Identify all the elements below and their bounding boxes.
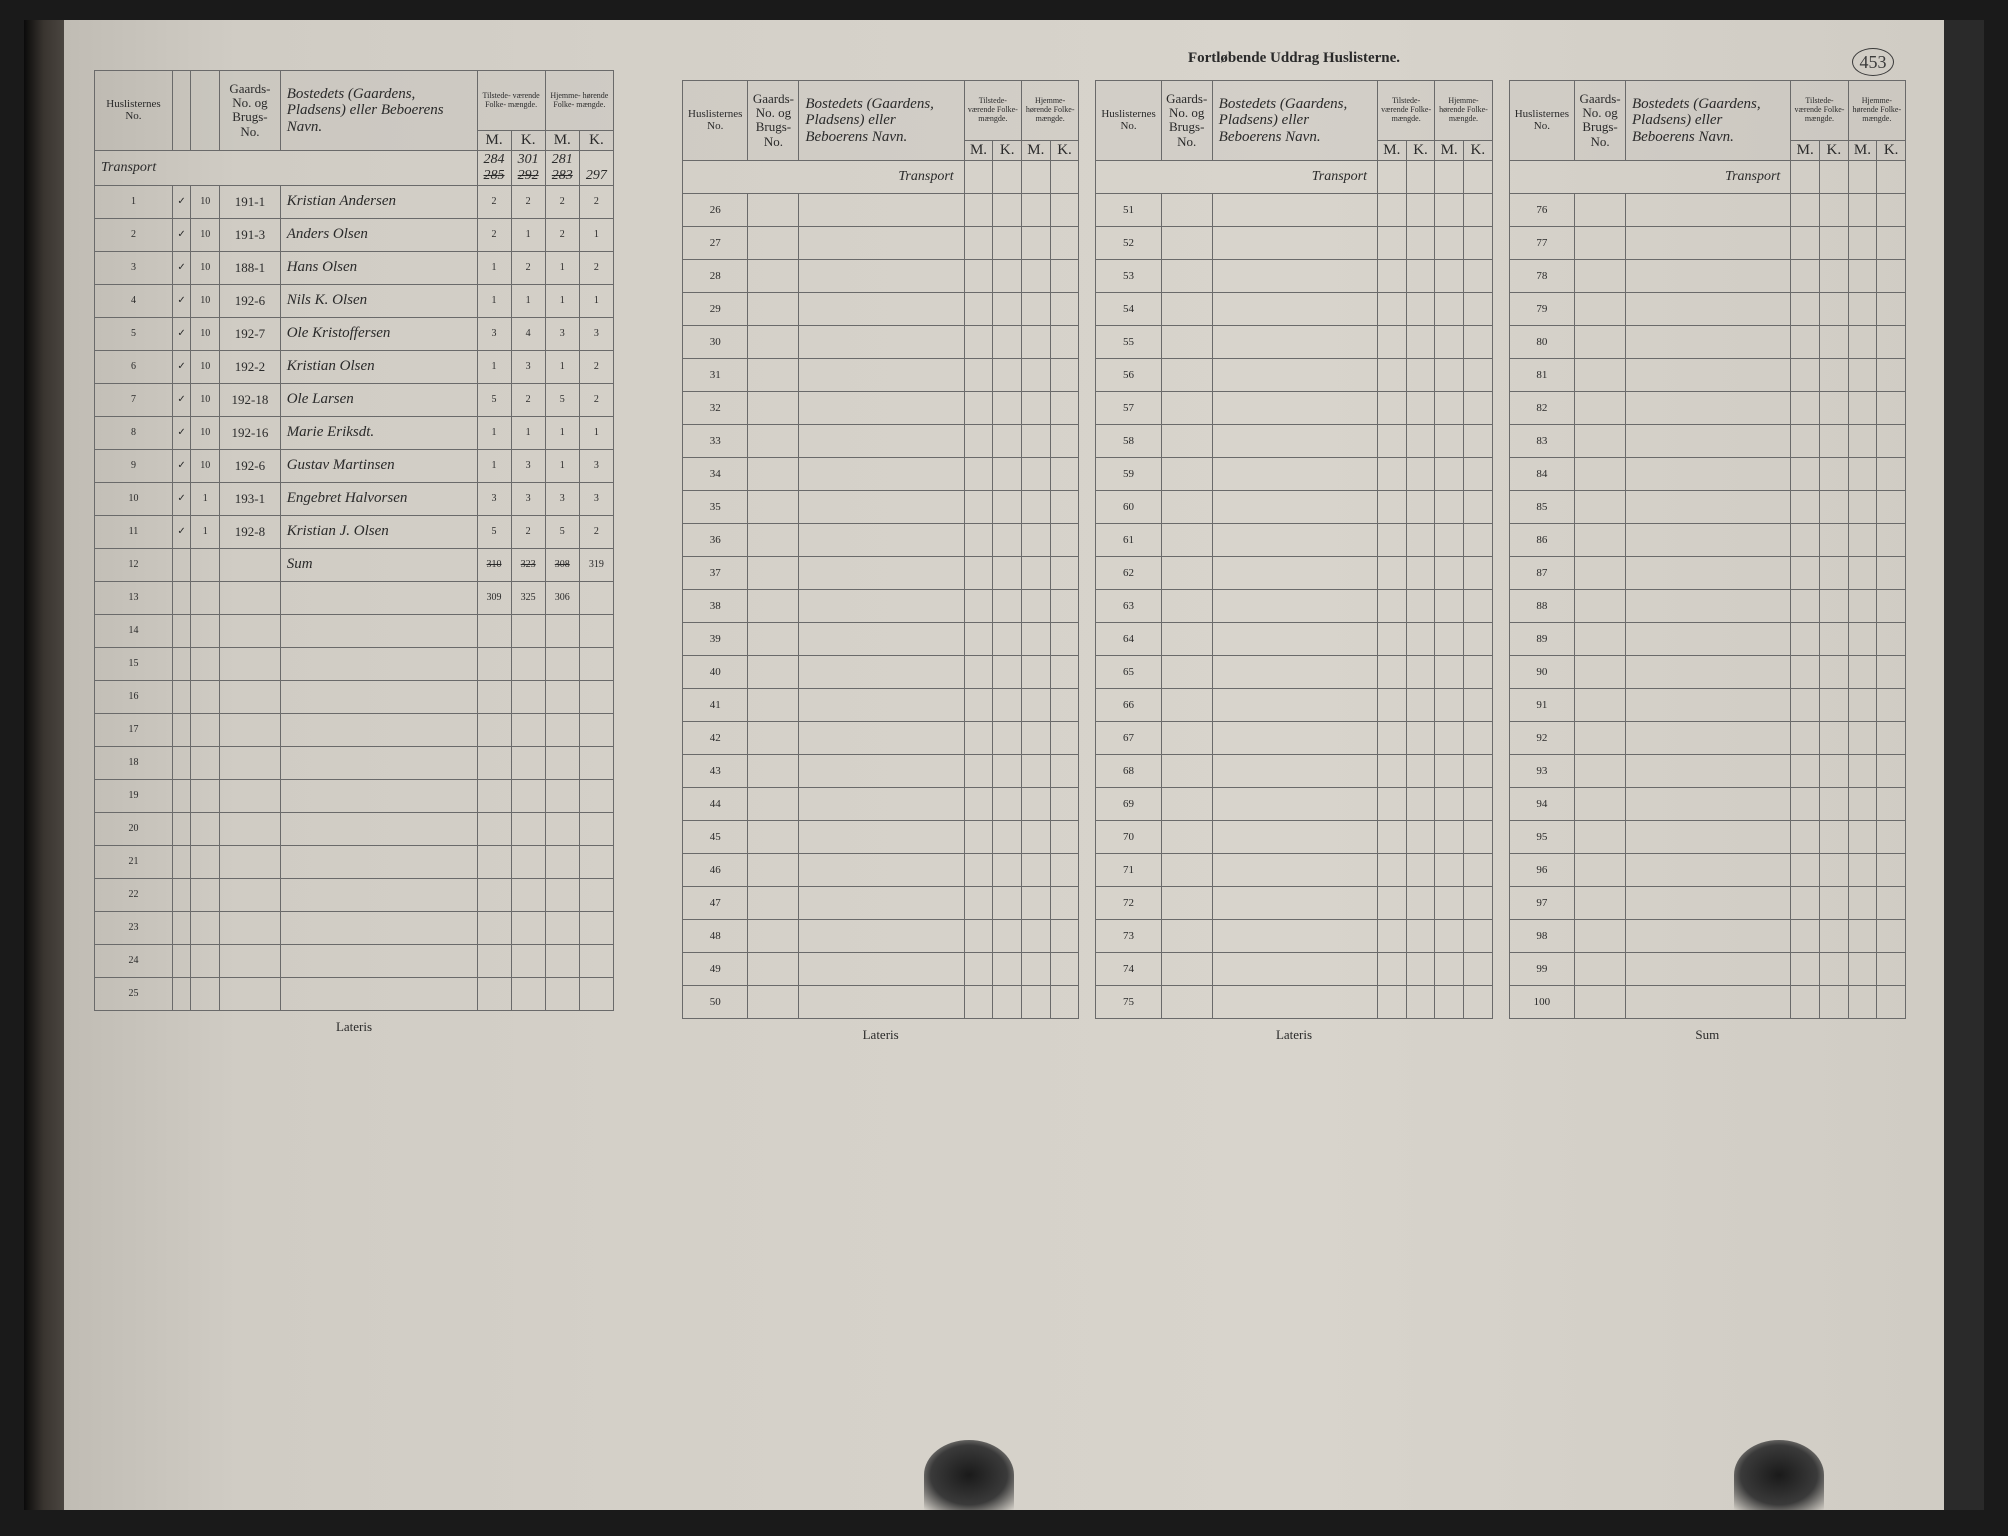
- hdr-tilstede: Tilstede- værende Folke- mængde.: [477, 71, 545, 131]
- binding-mark: [924, 1440, 1014, 1510]
- hdr-huslisterens: Huslisternes No.: [95, 71, 173, 151]
- binding-mark: [1734, 1440, 1824, 1510]
- left-table: Huslisternes No. Gaards- No. og Brugs- N…: [94, 70, 614, 1011]
- right-sections: Huslisternes No.Gaards- No. og Brugs- No…: [674, 80, 1914, 1480]
- left-page: Huslisternes No. Gaards- No. og Brugs- N…: [64, 20, 644, 1510]
- hdr-hjemme: Hjemme- hørende Folke- mængde.: [545, 71, 613, 131]
- table-header: Huslisternes No. Gaards- No. og Brugs- N…: [95, 71, 614, 151]
- book-spread: Huslisternes No. Gaards- No. og Brugs- N…: [24, 20, 1984, 1510]
- book-spine: [24, 20, 64, 1510]
- footer-lateris: Lateris: [94, 1019, 614, 1035]
- page-number: 453: [1852, 48, 1894, 76]
- right-page: Fortløbende Uddrag Huslisterne. 453 Husl…: [644, 20, 1944, 1510]
- hdr-gaard: Gaards- No. og Brugs- No.: [220, 71, 281, 151]
- page-title: Fortløbende Uddrag Huslisterne.: [644, 50, 1944, 67]
- hdr-bosted: Bostedets (Gaardens, Pladsens) eller Beb…: [280, 71, 477, 151]
- left-table-body: Transport2842853012922812832971✓10191-1K…: [95, 150, 614, 1010]
